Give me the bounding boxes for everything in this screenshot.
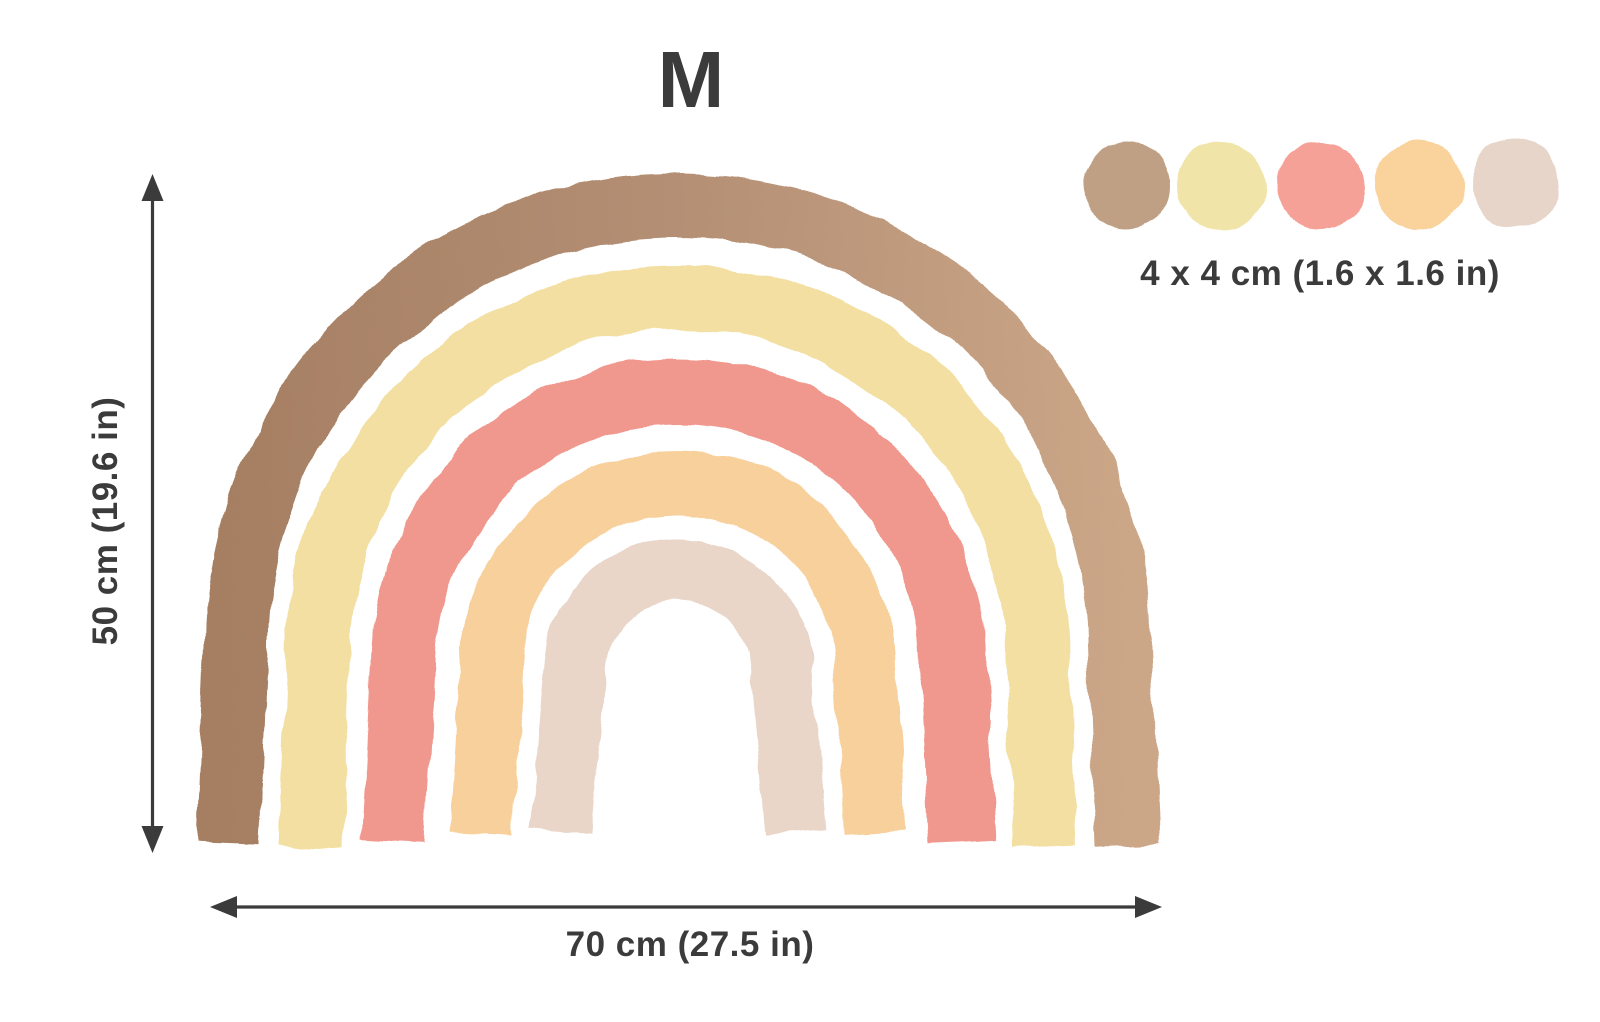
swatch-dot-pink bbox=[1276, 141, 1364, 229]
swatch-dot-beige bbox=[1471, 141, 1559, 229]
height-arrowhead-top-icon bbox=[141, 174, 164, 201]
rainbow-arc-yellow bbox=[278, 265, 1078, 849]
size-label: M bbox=[657, 35, 725, 124]
rainbow-arc-orange bbox=[450, 451, 906, 835]
swatch-size-caption: 4 x 4 cm (1.6 x 1.6 in) bbox=[1140, 254, 1500, 293]
width-arrowhead-left-icon bbox=[210, 896, 237, 918]
height-dimension-label: 50 cm (19.6 in) bbox=[86, 396, 125, 646]
rainbow-arc-beige bbox=[529, 539, 827, 835]
swatch-dot-yellow bbox=[1178, 141, 1266, 229]
height-arrowhead-bottom-icon bbox=[141, 826, 164, 853]
rainbow-arc-pink bbox=[360, 358, 996, 844]
swatch-dot-orange bbox=[1374, 141, 1462, 229]
swatch-dots bbox=[1082, 141, 1559, 229]
rainbow bbox=[196, 173, 1160, 849]
dimension-arrows bbox=[141, 174, 1162, 918]
width-arrowhead-right-icon bbox=[1135, 896, 1162, 918]
width-dimension-label: 70 cm (27.5 in) bbox=[565, 925, 815, 964]
rainbow-arc-brown bbox=[196, 173, 1160, 847]
swatch-dot-brown bbox=[1082, 141, 1170, 229]
